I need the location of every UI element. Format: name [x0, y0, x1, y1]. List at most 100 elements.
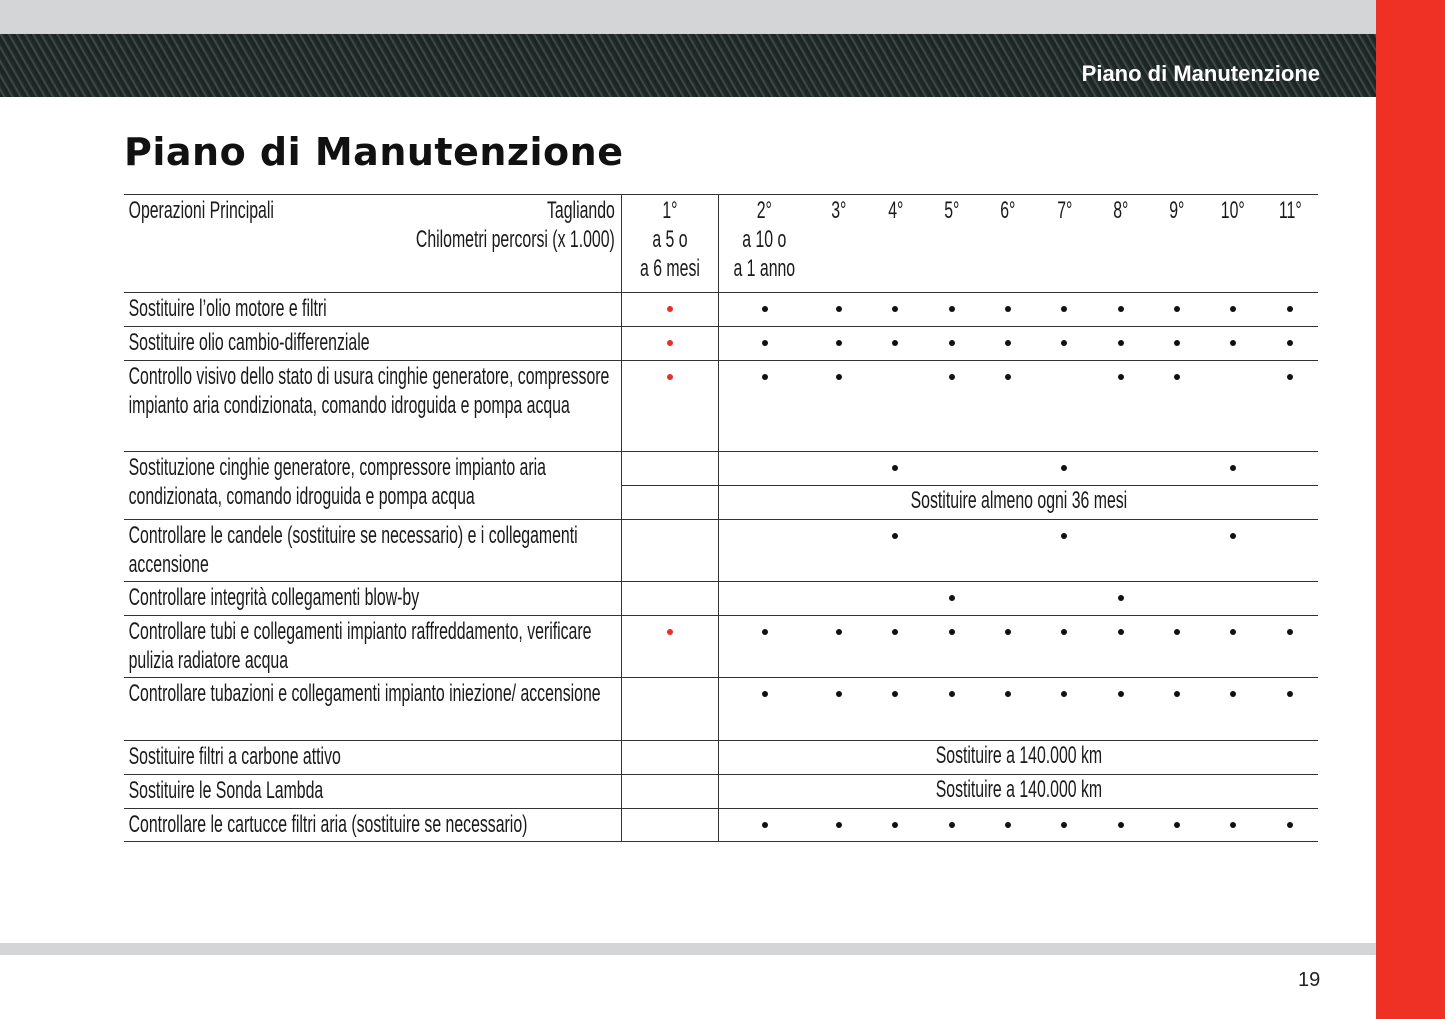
- first-service-cell: [621, 677, 719, 741]
- service-dot: [1230, 533, 1237, 539]
- service-cell-3: [811, 519, 868, 582]
- service-cell-2: [718, 360, 811, 452]
- operation-label-cell: Controllare tubi e collegamenti impianto…: [124, 615, 622, 678]
- column-service-label: Tagliando: [547, 197, 615, 224]
- interval-note: Sostituire a 140.000 km: [935, 742, 1102, 769]
- service-cell-3: [811, 808, 868, 842]
- service-cell-7: [1036, 360, 1093, 452]
- service-cell-5: [923, 519, 980, 582]
- service-km: a 10 o: [742, 226, 787, 253]
- table-row: Sostituire filtri a carbone attivo Sostit…: [124, 740, 1319, 775]
- service-cell-10: [1205, 326, 1262, 361]
- service-dot: [892, 629, 899, 635]
- service-dot: [948, 691, 955, 697]
- first-service-cell: [621, 326, 719, 361]
- operation-label: Controllo visivo dello stato di usura ci…: [128, 363, 610, 419]
- service-cell-7: [1036, 519, 1093, 582]
- service-cell-4: [867, 360, 924, 452]
- service-cell-10: [1205, 808, 1262, 842]
- service-dot: [836, 822, 843, 828]
- service-cell-6: [979, 677, 1037, 741]
- service-cell-5: [923, 451, 980, 486]
- first-service-cell: [621, 485, 719, 520]
- service-cell-11: [1261, 360, 1319, 452]
- service-cell-3: [811, 360, 868, 452]
- service-cell-11: [1261, 326, 1319, 361]
- service-dot: [1173, 340, 1180, 346]
- service-dot: [836, 691, 843, 697]
- service-num: 1°: [661, 197, 678, 224]
- service-cell-9: [1148, 519, 1206, 582]
- first-service-cell: [621, 292, 719, 327]
- operation-label-cell: Sostituire filtri a carbone attivo: [124, 740, 622, 775]
- service-dot: [948, 595, 955, 601]
- service-cell-5: [923, 292, 980, 327]
- service-num: 9°: [1169, 197, 1185, 224]
- service-cell-11: [1261, 292, 1319, 327]
- service-cell-7: [1036, 292, 1093, 327]
- service-header-text: 3°: [811, 196, 867, 226]
- table-row: Controllo visivo dello stato di usura ci…: [124, 360, 1319, 452]
- service-cell-4: [867, 451, 924, 486]
- service-dot: [1286, 306, 1293, 312]
- service-cell-9: [1148, 808, 1206, 842]
- table-row: Controllare integrità collegamenti blow-…: [124, 581, 1319, 616]
- service-cell-7: [1036, 677, 1093, 741]
- service-dot: [892, 306, 899, 312]
- service-cell-5: [923, 677, 980, 741]
- operation-label: Sostituire l’olio motore e filtri: [128, 295, 327, 322]
- service-cell-11: [1261, 451, 1319, 486]
- header-label-cell: Operazioni Principali Tagliando Chilometri…: [124, 194, 622, 293]
- service-dot: [761, 822, 768, 828]
- service-dot: [761, 374, 768, 380]
- service-header-text: 7°: [1036, 196, 1092, 226]
- operation-label-cell: Controllare integrità collegamenti blow-…: [124, 581, 622, 616]
- service-dot: [1173, 629, 1180, 635]
- service-cell-5: [923, 615, 980, 678]
- service-cell-8: [1092, 326, 1149, 361]
- service-cell-3: [811, 677, 868, 741]
- service-header-text: 4°: [867, 196, 923, 226]
- service-header-9: 9°: [1148, 194, 1206, 293]
- interval-note-cell: Sostituire almeno ogni 36 mesi: [718, 485, 1319, 520]
- service-dot: [761, 306, 768, 312]
- service-cell-4: [867, 808, 924, 842]
- service-dot: [1286, 374, 1293, 380]
- table-row: Controllare tubazioni e collegamenti imp…: [124, 677, 1319, 741]
- page-number: 19: [1298, 969, 1321, 991]
- service-dot: [1061, 465, 1068, 471]
- service-dot: [1117, 374, 1124, 380]
- service-cell-4: [867, 519, 924, 582]
- service-dot: [1117, 629, 1124, 635]
- service-dot: [1061, 306, 1068, 312]
- service-dot: [1230, 691, 1237, 697]
- service-cell-10: [1205, 615, 1262, 678]
- first-service-cell: [621, 581, 719, 616]
- service-cell-7: [1036, 326, 1093, 361]
- service-header-11: 11°: [1261, 194, 1319, 293]
- service-cell-8: [1092, 292, 1149, 327]
- operation-label-cell: Sostituire olio cambio-differenziale: [124, 326, 622, 361]
- footer-grey-strip: [0, 943, 1376, 955]
- service-dot: [1230, 306, 1237, 312]
- service-dot: [1286, 691, 1293, 697]
- service-num: 8°: [1113, 197, 1129, 224]
- service-cell-10: [1205, 451, 1262, 486]
- service-dot: [948, 822, 955, 828]
- service-num: 2°: [757, 197, 773, 224]
- service-dot: [892, 691, 899, 697]
- service-cell-10: [1205, 360, 1262, 452]
- service-cell-6: [979, 519, 1037, 582]
- service-dot: [1230, 822, 1237, 828]
- service-cell-11: [1261, 808, 1319, 842]
- table-row: Controllare tubi e collegamenti impianto…: [124, 615, 1319, 678]
- first-service-cell: [621, 451, 719, 486]
- service-dot: [836, 340, 843, 346]
- service-cell-9: [1148, 677, 1206, 741]
- service-cell-7: [1036, 615, 1093, 678]
- operation-label-cell: Controllo visivo dello stato di usura ci…: [124, 360, 622, 452]
- service-dot: [1061, 340, 1068, 346]
